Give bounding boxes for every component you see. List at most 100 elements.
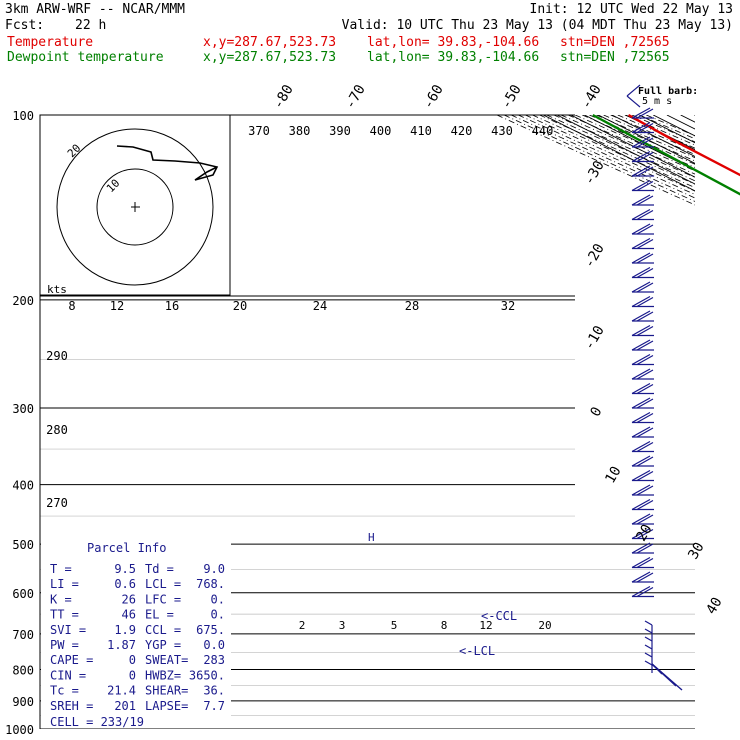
isotherm-line (722, 115, 740, 740)
parcel-cell: CELL = 233/19 (50, 715, 144, 729)
pressure-tick-label: 200 (12, 294, 34, 308)
pressure-tick-label: 600 (12, 587, 34, 601)
isotherm-label: -20 (581, 241, 608, 271)
dry-adiabat-line (646, 115, 695, 137)
hodograph-trace (116, 145, 219, 181)
isotherm-line (584, 115, 695, 171)
isotherm-line (708, 115, 740, 740)
isotherm-label: -40 (578, 82, 605, 112)
theta-label: 430 (491, 124, 513, 138)
barb-flag-icon (636, 543, 654, 554)
parcel-key: EL = (145, 608, 174, 622)
barb-flag-icon (631, 150, 651, 163)
wind-barb-icon (631, 513, 654, 525)
barb-low-icon (644, 620, 653, 626)
wind-barb-icon (631, 397, 654, 409)
barb-flag-icon (631, 208, 651, 221)
barb-flag-icon (631, 223, 651, 235)
barb-flag-icon (631, 121, 651, 134)
kts-tick-label: 24 (313, 299, 327, 313)
theta-left-label: 280 (46, 423, 68, 437)
barb-flag-icon (636, 354, 654, 366)
barb-flag-icon (636, 151, 654, 163)
isotherm-label: -70 (342, 82, 369, 112)
wind-barb-icon (631, 324, 654, 337)
pressure-tick-label: 400 (12, 479, 34, 493)
mixing-ratio-label: 5 (391, 619, 398, 632)
barb-flag-icon (631, 411, 651, 424)
dry-adiabat-line (496, 115, 695, 206)
barb-flag-icon (636, 456, 654, 467)
barb-flag-icon (631, 368, 651, 380)
fcst-label: Fcst: (5, 18, 45, 33)
barb-flag-icon (631, 542, 651, 554)
barb-flag-icon (631, 556, 651, 569)
wind-barb-icon (631, 426, 654, 438)
hodograph-ring-outer (56, 128, 214, 286)
lcl-marker: <-LCL (459, 644, 495, 658)
barb-flag-icon (636, 108, 654, 119)
parcel-value: 0.6 (114, 577, 136, 591)
parcel-key: Tc = (50, 684, 79, 698)
dewpoint-stn: stn=DEN ,72565 (560, 50, 670, 65)
parcel-value: 0.0 (203, 638, 225, 652)
init-time: Init: 12 UTC Wed 22 May 13 (529, 2, 734, 17)
parcel-key: PW = (50, 638, 79, 652)
parcel-panel-bg (41, 535, 231, 728)
kts-tick-label: 8 (68, 299, 75, 313)
theta-label: 370 (248, 124, 270, 138)
ccl-marker: <-CCL (481, 609, 517, 623)
barb-flag-icon (636, 572, 654, 583)
parcel-value: 1.9 (114, 623, 136, 637)
parcel-key: HWBZ= (145, 668, 181, 682)
barb-flag-icon (631, 469, 651, 482)
barb-flag-icon (631, 281, 651, 293)
dewpoint-latlon: lat,lon= 39.83,-104.66 (367, 50, 540, 65)
barb-flag-icon (636, 137, 654, 148)
parcel-key: SVI = (50, 623, 86, 637)
barb-flag-icon (636, 209, 654, 221)
barb-flag-icon (636, 427, 654, 438)
dry-adiabat-line (589, 115, 695, 162)
parcel-info-panel: Parcel Info T = 9.5 Td = 9.0 LI = 0.6 LCL = 768… (41, 535, 231, 729)
barb-flag-icon (631, 382, 651, 395)
barb-flag-icon (636, 441, 654, 453)
wind-barb-icon (631, 382, 654, 395)
parcel-key: K = (50, 592, 72, 606)
dry-adiabat-line (518, 115, 695, 195)
barb-flag-icon (631, 353, 651, 366)
mixing-ratio-label: 20 (538, 619, 551, 632)
isotherm-line (543, 115, 695, 192)
wind-barb-icon (631, 353, 654, 366)
barb-flag-icon (636, 514, 654, 525)
barb-legend-icon (626, 84, 641, 97)
parcel-key: TT = (50, 608, 79, 622)
barb-flag-icon (631, 107, 651, 119)
dry-adiabat-line (560, 115, 695, 175)
mixing-ratio-label: 2 (299, 619, 306, 632)
wind-barb-icon (631, 179, 654, 192)
kts-scale: kts (40, 283, 575, 297)
wind-barbs: Full barb: 5 m s (626, 84, 698, 691)
kts-tick-label: 12 (110, 299, 124, 313)
barb-flag-icon (631, 513, 651, 525)
kts-tick-label: 16 (165, 299, 179, 313)
isotherm-line (570, 115, 695, 178)
barb-low-icon (644, 636, 653, 642)
barb-flag-icon (631, 179, 651, 192)
barb-flag-icon (631, 397, 651, 409)
isotherm-line (680, 115, 695, 123)
parcel-value: 675. (196, 623, 225, 637)
barb-flag-icon (631, 237, 651, 250)
isotherm-label: 20 (633, 522, 655, 545)
isotherm-label: -50 (498, 82, 525, 112)
parcel-value: 21.4 (107, 684, 136, 698)
pressure-tick-label: 100 (12, 109, 34, 123)
kts-tick-label: 28 (405, 299, 419, 313)
barb-flag-icon (631, 484, 651, 496)
temperature-stn: stn=DEN ,72565 (560, 35, 670, 50)
dry-adiabat-line (582, 115, 695, 165)
pressure-tick-label: 500 (12, 538, 34, 552)
parcel-key: SHEAR= (145, 684, 188, 698)
pressure-tick-label: 700 (12, 628, 34, 642)
